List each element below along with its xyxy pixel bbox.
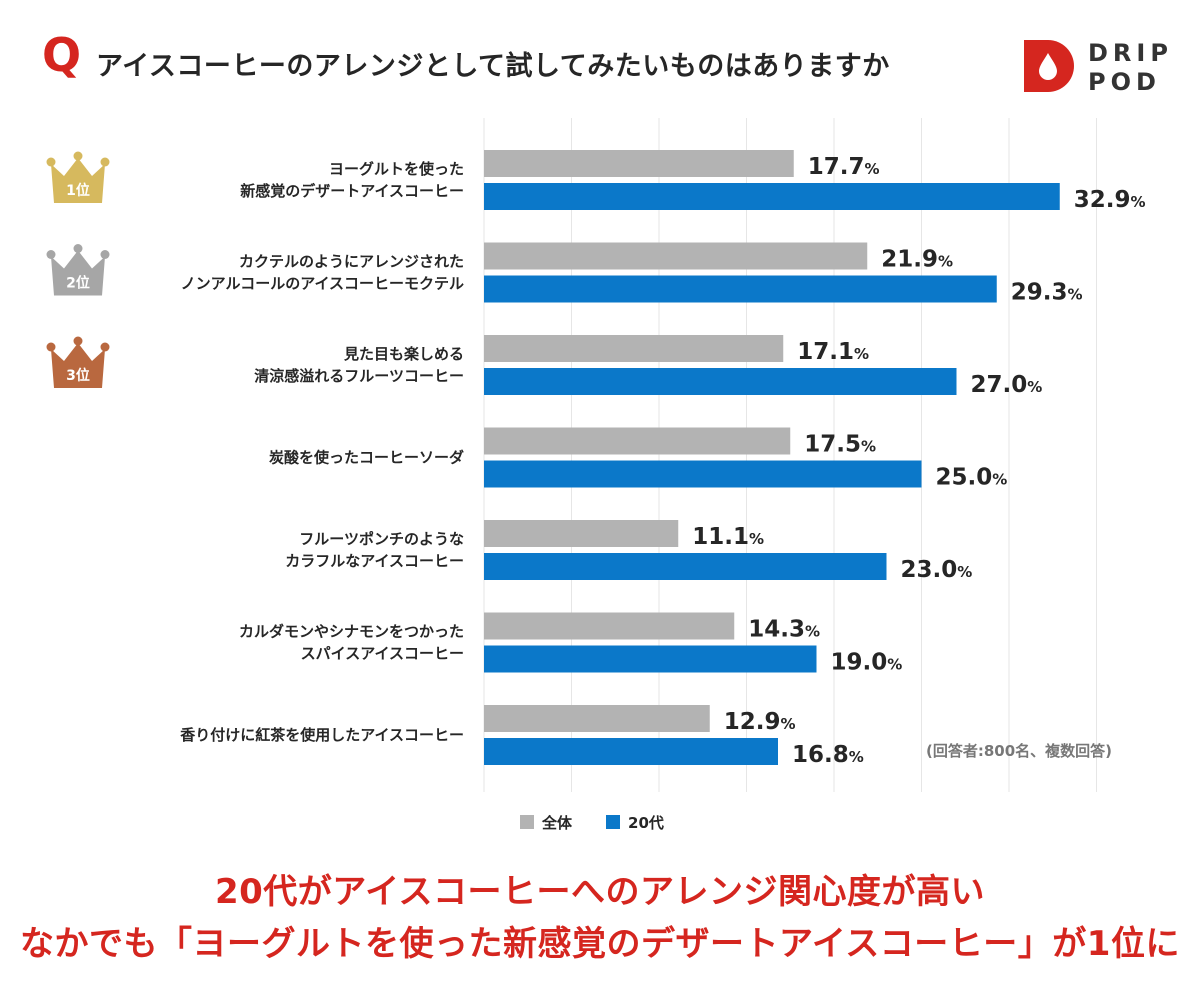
value-label: 27.0% [971, 372, 1043, 398]
bar-20s [484, 645, 817, 673]
bar-20s [484, 553, 887, 580]
headline-line-1: 20代がアイスコーヒーへのアレンジ関心度が高い [214, 872, 986, 912]
rank-crown-icon: 1位 [46, 151, 110, 203]
legend-swatch-20s [606, 815, 621, 829]
category-label: 炭酸を使ったコーヒーソーダ [269, 449, 464, 467]
header: Q アイスコーヒーのアレンジとして試してみたいものはありますか DRIP POD [0, 0, 1200, 110]
category-label: 香り付けに紅茶を使用したアイスコーヒー [180, 726, 464, 744]
value-label: 16.8% [792, 742, 864, 768]
legend-item-all: 全体 [520, 812, 572, 833]
legend-label-all: 全体 [542, 813, 573, 832]
value-label: 21.9% [881, 247, 953, 273]
category-label: ヨーグルトを使った新感覚のデザートアイスコーヒー [240, 160, 464, 200]
category-label: フルーツポンチのようなカラフルなアイスコーヒー [285, 530, 464, 570]
legend-swatch-all [520, 815, 534, 829]
legend: 全体 20代 [520, 810, 698, 834]
legend-label-20s: 20代 [628, 813, 664, 832]
respondent-note: (回答者:800名、複数回答) [926, 742, 1113, 760]
value-label: 11.1% [692, 524, 764, 550]
legend-item-20s: 20代 [606, 812, 664, 833]
rank-label: 1位 [66, 182, 90, 199]
bar-20s [484, 368, 957, 395]
rank-crown-icon: 3位 [46, 336, 110, 388]
value-label: 32.9% [1074, 187, 1146, 213]
value-label: 23.0% [901, 557, 973, 583]
value-label: 17.5% [804, 432, 876, 458]
rank-crown-icon: 2位 [46, 244, 110, 296]
bar-all [484, 242, 868, 270]
brand-logo: DRIP POD [1024, 38, 1174, 98]
bar-all [484, 612, 735, 640]
bar-20s [484, 460, 922, 488]
value-label: 17.1% [797, 339, 869, 365]
value-label: 25.0% [936, 465, 1008, 491]
question-title: アイスコーヒーのアレンジとして試してみたいものはありますか [96, 51, 890, 82]
category-label: カルダモンやシナモンをつかったスパイスアイスコーヒー [239, 623, 464, 663]
bar-20s [484, 738, 778, 765]
value-label: 14.3% [748, 617, 820, 643]
rank-label: 3位 [66, 367, 90, 384]
bar-all [484, 335, 784, 362]
value-label: 29.3% [1011, 280, 1083, 306]
bar-20s [484, 183, 1060, 210]
question-mark: Q [42, 28, 82, 82]
value-label: 17.7% [808, 154, 880, 180]
category-label: 見た目も楽しめる清涼感溢れるフルーツコーヒー [254, 345, 464, 385]
value-label: 12.9% [724, 709, 796, 735]
headline: 20代がアイスコーヒーへのアレンジ関心度が高い なかでも「ヨーグルトを使った新感… [0, 866, 1200, 970]
category-label: カクテルのようにアレンジされたノンアルコールのアイスコーヒーモクテル [181, 253, 464, 293]
bar-all [484, 150, 794, 177]
bar-all [484, 427, 791, 455]
bar-all [484, 705, 710, 732]
headline-line-2: なかでも「ヨーグルトを使った新感覚のデザートアイスコーヒー」が1位に [20, 924, 1180, 964]
logo-text-pod: POD [1088, 68, 1161, 96]
value-label: 19.0% [831, 650, 903, 676]
rank-label: 2位 [66, 275, 90, 292]
drip-logo-icon [1024, 40, 1074, 92]
logo-text-drip: DRIP [1088, 39, 1173, 67]
bar-20s [484, 275, 997, 303]
bar-all [484, 520, 679, 547]
